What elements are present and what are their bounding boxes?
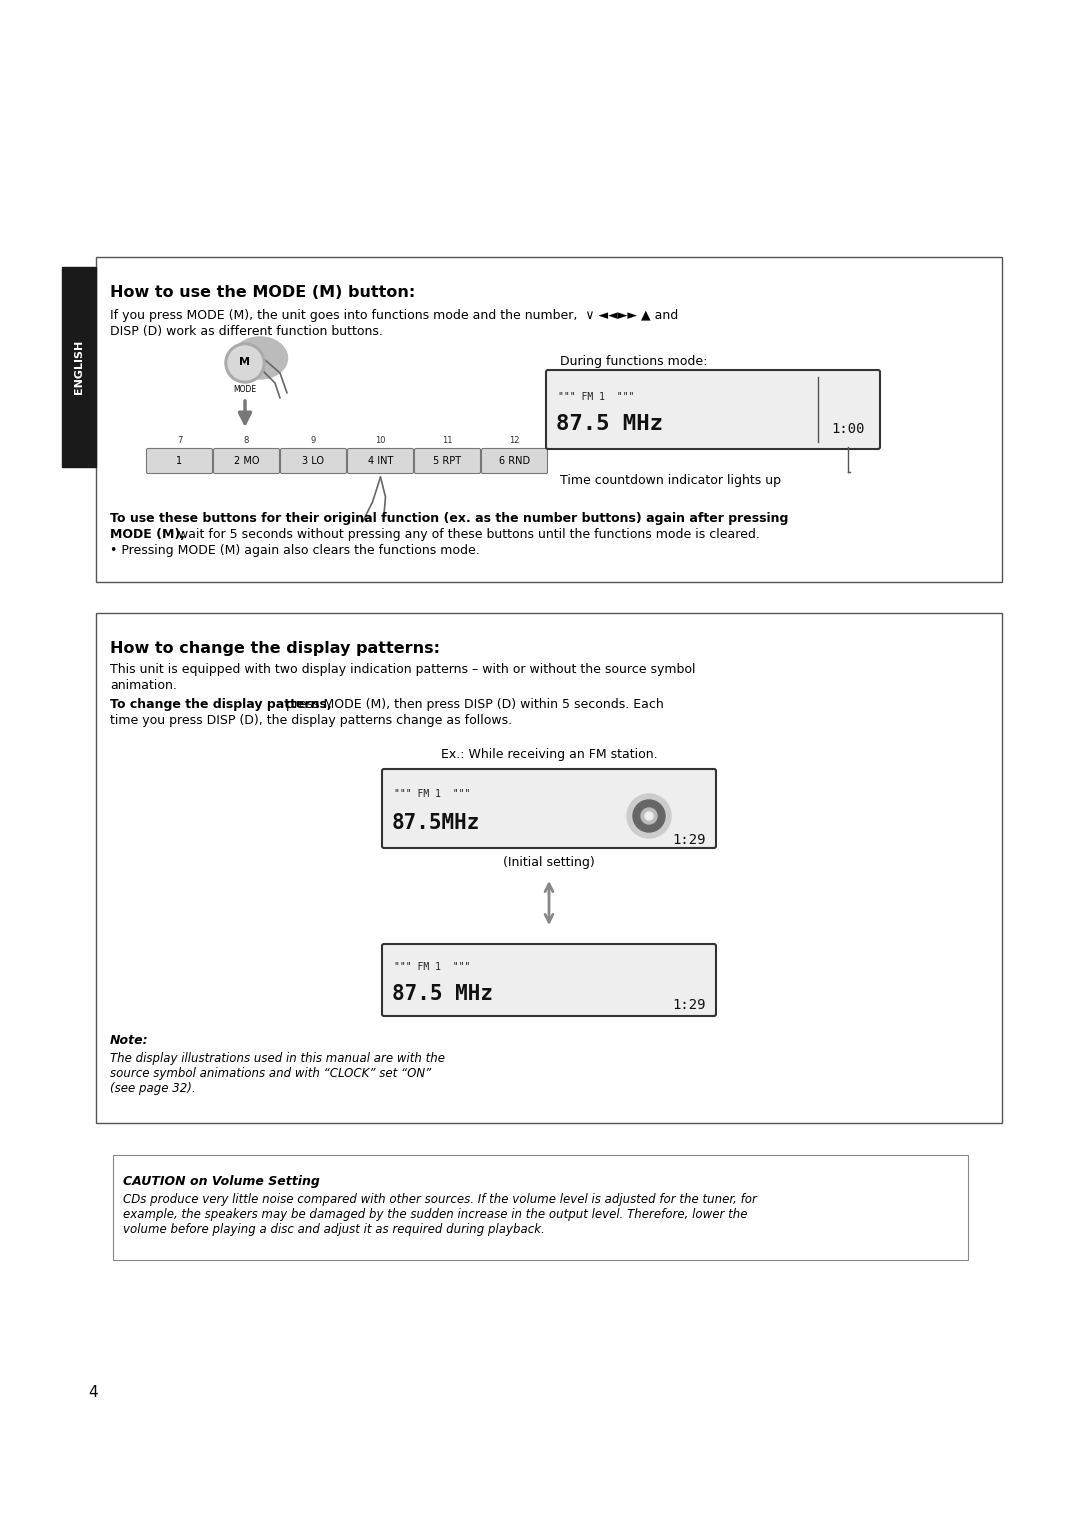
Text: example, the speakers may be damaged by the sudden increase in the output level.: example, the speakers may be damaged by …	[123, 1209, 747, 1221]
Text: 7: 7	[177, 435, 183, 445]
Text: 4: 4	[87, 1384, 97, 1400]
Text: 5 RPT: 5 RPT	[433, 455, 461, 466]
Text: 87.5MHz: 87.5MHz	[392, 813, 481, 833]
FancyBboxPatch shape	[147, 449, 213, 474]
FancyBboxPatch shape	[382, 769, 716, 848]
Text: ENGLISH: ENGLISH	[75, 339, 84, 394]
Text: (Initial setting): (Initial setting)	[503, 856, 595, 869]
Text: 4 INT: 4 INT	[368, 455, 393, 466]
Text: source symbol animations and with “CLOCK” set “ON”: source symbol animations and with “CLOCK…	[110, 1067, 431, 1080]
FancyBboxPatch shape	[348, 449, 414, 474]
Text: 87.5 MHz: 87.5 MHz	[556, 414, 663, 434]
Circle shape	[225, 342, 265, 384]
FancyBboxPatch shape	[415, 449, 481, 474]
Circle shape	[633, 801, 665, 833]
Bar	[113, 1155, 968, 1261]
Text: 10: 10	[375, 435, 386, 445]
Bar	[96, 257, 1002, 582]
Text: To change the display patterns,: To change the display patterns,	[110, 698, 332, 711]
Text: MODE (M),: MODE (M),	[110, 529, 185, 541]
Text: 9: 9	[311, 435, 316, 445]
Text: press MODE (M), then press DISP (D) within 5 seconds. Each: press MODE (M), then press DISP (D) with…	[282, 698, 664, 711]
Text: """ FM 1  """: """ FM 1 """	[394, 963, 471, 972]
Text: To use these buttons for their original function (ex. as the number buttons) aga: To use these buttons for their original …	[110, 512, 788, 526]
Text: The display illustrations used in this manual are with the: The display illustrations used in this m…	[110, 1051, 445, 1065]
Text: Time countdown indicator lights up: Time countdown indicator lights up	[561, 474, 781, 487]
Text: 1:00: 1:00	[832, 422, 865, 435]
Text: This unit is equipped with two display indication patterns – with or without the: This unit is equipped with two display i…	[110, 663, 696, 675]
Circle shape	[627, 795, 671, 837]
Text: wait for 5 seconds without pressing any of these buttons until the functions mod: wait for 5 seconds without pressing any …	[174, 529, 760, 541]
Text: How to change the display patterns:: How to change the display patterns:	[110, 642, 440, 656]
FancyBboxPatch shape	[382, 944, 716, 1016]
Text: Note:: Note:	[110, 1034, 149, 1047]
Bar	[62, 267, 96, 468]
Text: CAUTION on Volume Setting: CAUTION on Volume Setting	[123, 1175, 320, 1187]
Text: During functions mode:: During functions mode:	[561, 354, 707, 368]
Text: 1:29: 1:29	[673, 998, 706, 1012]
Text: If you press MODE (M), the unit goes into functions mode and the number,  ∨ ◄◄►►: If you press MODE (M), the unit goes int…	[110, 309, 678, 322]
FancyBboxPatch shape	[546, 370, 880, 449]
Text: Ex.: While receiving an FM station.: Ex.: While receiving an FM station.	[441, 749, 658, 761]
Text: MODE: MODE	[233, 385, 257, 394]
Circle shape	[645, 811, 653, 821]
Circle shape	[228, 345, 262, 380]
FancyBboxPatch shape	[482, 449, 548, 474]
Circle shape	[642, 808, 657, 824]
Text: volume before playing a disc and adjust it as required during playback.: volume before playing a disc and adjust …	[123, 1222, 544, 1236]
Text: • Pressing MODE (M) again also clears the functions mode.: • Pressing MODE (M) again also clears th…	[110, 544, 480, 558]
Ellipse shape	[232, 338, 287, 379]
Text: (see page 32).: (see page 32).	[110, 1082, 195, 1096]
Text: """ FM 1  """: """ FM 1 """	[394, 788, 471, 799]
Bar	[96, 613, 1002, 1123]
Text: animation.: animation.	[110, 678, 177, 692]
Text: time you press DISP (D), the display patterns change as follows.: time you press DISP (D), the display pat…	[110, 714, 512, 727]
Text: DISP (D) work as different function buttons.: DISP (D) work as different function butt…	[110, 325, 383, 338]
FancyBboxPatch shape	[214, 449, 280, 474]
FancyBboxPatch shape	[281, 449, 347, 474]
Text: 8: 8	[244, 435, 249, 445]
Text: How to use the MODE (M) button:: How to use the MODE (M) button:	[110, 286, 415, 299]
Text: 2 MO: 2 MO	[233, 455, 259, 466]
Text: 12: 12	[510, 435, 519, 445]
Text: """ FM 1  """: """ FM 1 """	[558, 393, 634, 402]
Text: 11: 11	[442, 435, 453, 445]
Text: 1: 1	[176, 455, 183, 466]
Text: 3 LO: 3 LO	[302, 455, 324, 466]
Text: CDs produce very little noise compared with other sources. If the volume level i: CDs produce very little noise compared w…	[123, 1193, 757, 1206]
Text: 6 RND: 6 RND	[499, 455, 530, 466]
Text: 1:29: 1:29	[673, 833, 706, 847]
Text: 87.5 MHz: 87.5 MHz	[392, 984, 492, 1004]
Text: M: M	[240, 358, 251, 367]
